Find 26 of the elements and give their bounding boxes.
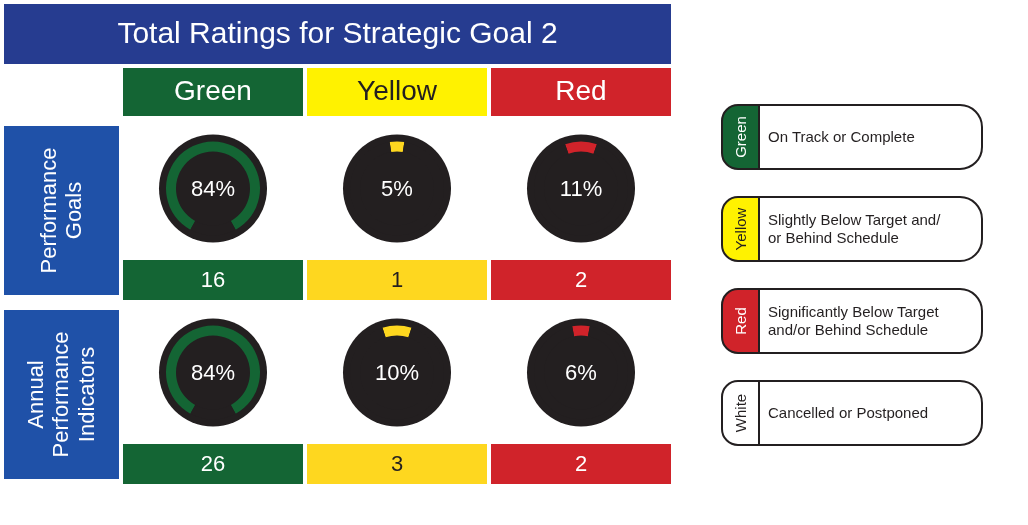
category-label: Green xyxy=(174,75,252,106)
data-label: 6% xyxy=(565,359,597,385)
text: 16 xyxy=(200,267,226,292)
data-label: 10% xyxy=(374,359,420,385)
data-label: 11% xyxy=(559,175,603,201)
category-label: Green xyxy=(732,116,749,158)
text: 3 xyxy=(390,451,404,476)
category-label: Performance Goals xyxy=(35,147,87,274)
text: Slightly Below Target and/ or Behind Schedule xyxy=(768,211,942,246)
category-label: Yellow xyxy=(732,207,749,251)
text: 2 xyxy=(574,267,588,292)
category-label: Annual Performance Indicators xyxy=(23,331,99,458)
data-label: 84% xyxy=(190,359,236,385)
data-label: 5% xyxy=(381,175,413,201)
text: 2 xyxy=(574,451,588,476)
category-label: Yellow xyxy=(357,75,438,106)
text: Significantly Below Target and/or Behind Schedule xyxy=(768,303,940,338)
category-label: White xyxy=(732,393,749,433)
text: 1 xyxy=(390,267,404,292)
data-label: 84% xyxy=(190,175,236,201)
text: Total Ratings for Strategic Goal 2 xyxy=(117,16,558,49)
text: 26 xyxy=(200,451,226,476)
text: Cancelled or Postponed xyxy=(768,404,929,421)
category-label: Red xyxy=(732,307,749,335)
text: On Track or Complete xyxy=(768,128,915,145)
category-label: Red xyxy=(555,75,607,106)
